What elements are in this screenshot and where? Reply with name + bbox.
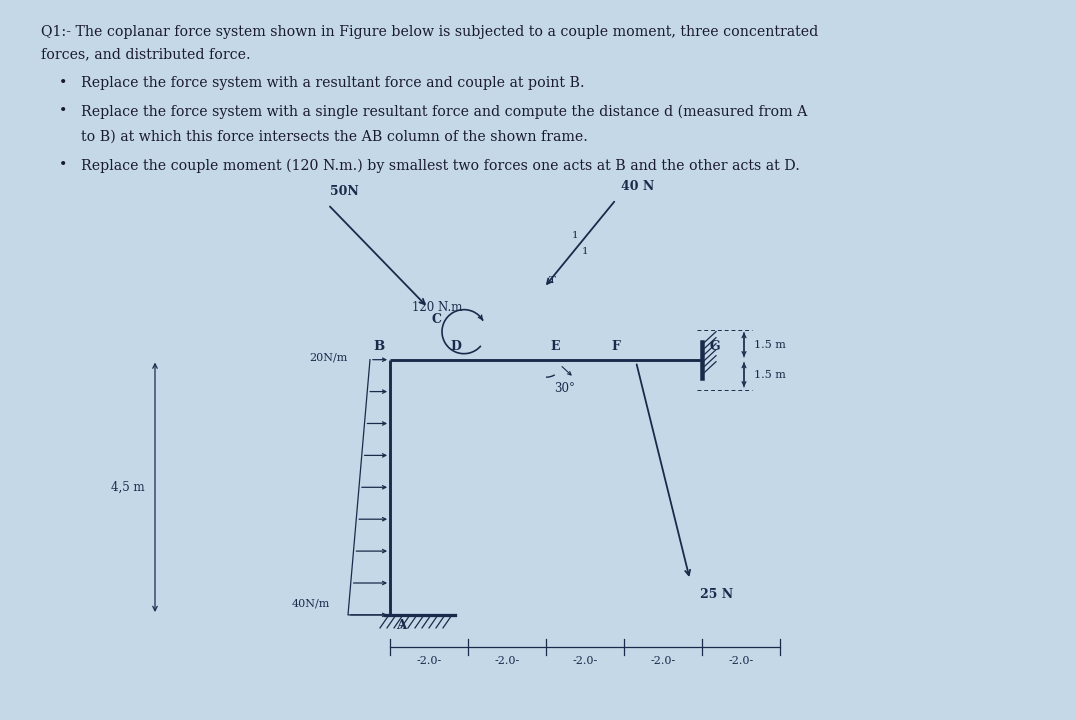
Text: 40 N: 40 N <box>621 179 655 192</box>
Text: •: • <box>59 104 68 118</box>
Text: G: G <box>710 340 719 353</box>
Text: 120 N.m: 120 N.m <box>412 301 462 314</box>
Text: 1: 1 <box>582 247 589 256</box>
Text: C: C <box>432 312 442 325</box>
Text: 1.5 m: 1.5 m <box>754 340 786 350</box>
Text: -2.0-: -2.0- <box>572 656 598 666</box>
Text: F: F <box>611 340 620 353</box>
Text: D: D <box>450 340 461 353</box>
Text: •: • <box>59 76 68 89</box>
Text: 50N: 50N <box>330 184 359 197</box>
Text: 1: 1 <box>572 231 578 240</box>
Text: E: E <box>550 340 559 353</box>
Text: -2.0-: -2.0- <box>729 656 754 666</box>
Text: 1.5 m: 1.5 m <box>754 369 786 379</box>
Text: 30°: 30° <box>554 382 575 395</box>
Text: forces, and distributed force.: forces, and distributed force. <box>41 47 250 60</box>
Text: -2.0-: -2.0- <box>416 656 442 666</box>
Text: -2.0-: -2.0- <box>494 656 519 666</box>
Text: to B) at which this force intersects the AB column of the shown frame.: to B) at which this force intersects the… <box>81 130 588 143</box>
Text: 20N/m: 20N/m <box>310 353 348 363</box>
Text: Q1:- The coplanar force system shown in Figure below is subjected to a couple mo: Q1:- The coplanar force system shown in … <box>41 25 818 39</box>
Text: A: A <box>396 619 406 632</box>
Text: 25 N: 25 N <box>700 588 733 601</box>
Text: 40N/m: 40N/m <box>291 599 330 609</box>
Text: Replace the couple moment (120 N.m.) by smallest two forces one acts at B and th: Replace the couple moment (120 N.m.) by … <box>81 158 800 173</box>
Text: B: B <box>374 340 385 353</box>
Text: Replace the force system with a single resultant force and compute the distance : Replace the force system with a single r… <box>81 104 807 119</box>
Text: -2.0-: -2.0- <box>650 656 675 666</box>
Text: •: • <box>59 158 68 172</box>
Text: Replace the force system with a resultant force and couple at point B.: Replace the force system with a resultan… <box>81 76 584 89</box>
Text: T: T <box>549 276 556 284</box>
Text: 4,5 m: 4,5 m <box>112 481 145 494</box>
